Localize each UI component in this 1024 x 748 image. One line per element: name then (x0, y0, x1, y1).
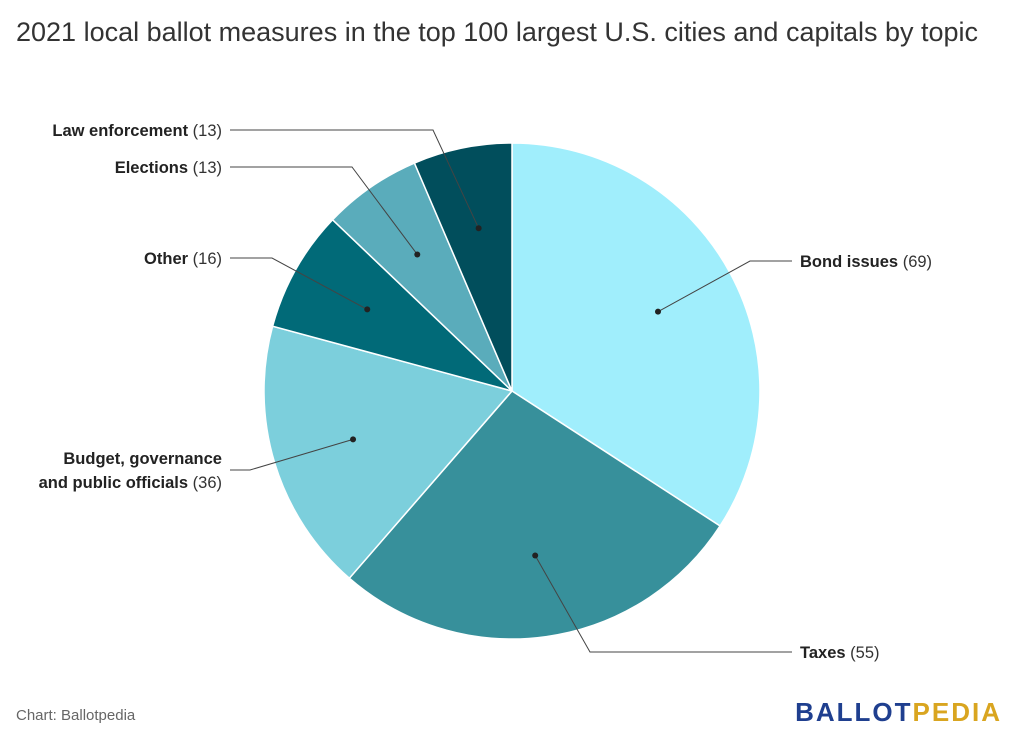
slice-label-budget-governance-and-public-officials-line2: and public officials (36) (39, 474, 222, 492)
logo-part-ballot: BALLOT (795, 697, 913, 727)
slice-label-taxes: Taxes (55) (800, 644, 880, 662)
leader-line-other (230, 257, 368, 310)
leader-dot-budget-governance-and-public-officials (350, 436, 357, 443)
leader-dot-elections (414, 251, 421, 258)
chart-source: Chart: Ballotpedia (16, 707, 136, 724)
leader-dot-taxes (532, 552, 539, 559)
leader-dot-law-enforcement (475, 225, 482, 232)
leader-dot-other (364, 306, 371, 313)
leader-line-elections (230, 166, 418, 255)
leader-dot-bond-issues (655, 308, 662, 315)
pie-slices (263, 142, 761, 640)
leader-line-taxes (534, 555, 792, 653)
ballotpedia-logo: BALLOTPEDIA (795, 697, 1002, 728)
pie-slice-other (271, 218, 513, 392)
leader-line-law-enforcement (230, 129, 480, 229)
pie-slice-budget-governance-and-public-officials (263, 325, 514, 580)
slice-labels: Bond issues (69) Taxes (55) Budget, govern… (39, 122, 932, 662)
leader-line-budget-governance-and-public-officials (230, 438, 354, 471)
slice-label-bond-issues: Bond issues (69) (800, 253, 932, 271)
slice-label-budget-governance-and-public-officials-line1: Budget, governance (63, 450, 222, 468)
chart-title: 2021 local ballot measures in the top 10… (16, 17, 979, 47)
pie-slice-taxes (348, 390, 722, 640)
slice-label-law-enforcement: Law enforcement (13) (52, 122, 222, 140)
slice-label-other: Other (16) (144, 250, 222, 268)
leader-line-bond-issues (657, 260, 792, 313)
logo-part-pedia: PEDIA (912, 697, 1002, 727)
pie-slice-law-enforcement (413, 142, 513, 392)
label-leaders (230, 129, 792, 653)
slice-label-elections: Elections (13) (115, 159, 222, 177)
